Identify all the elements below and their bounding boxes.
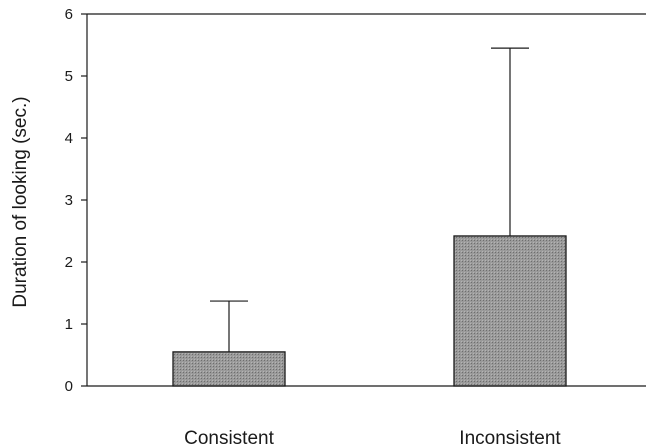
y-tick-label: 1: [65, 316, 73, 333]
y-tick-label: 3: [65, 192, 73, 209]
y-tick-label: 6: [65, 6, 73, 23]
y-tick-label: 2: [65, 254, 73, 271]
bar-inconsistent: [453, 235, 567, 387]
bar-series: [172, 235, 567, 387]
x-category-label: Consistent: [184, 428, 274, 448]
y-tick-label: 5: [65, 68, 73, 85]
y-axis: 0 1 2 3 4 5 6: [65, 6, 87, 395]
y-tick-label: 0: [65, 378, 73, 395]
y-axis-title: Duration of looking (sec.): [10, 96, 31, 307]
bar-consistent: [172, 351, 286, 387]
x-category-label: Inconsistent: [459, 428, 561, 448]
error-bars: [210, 47, 529, 352]
x-axis: Consistent Inconsistent: [184, 428, 561, 448]
y-tick-label: 4: [65, 130, 73, 147]
